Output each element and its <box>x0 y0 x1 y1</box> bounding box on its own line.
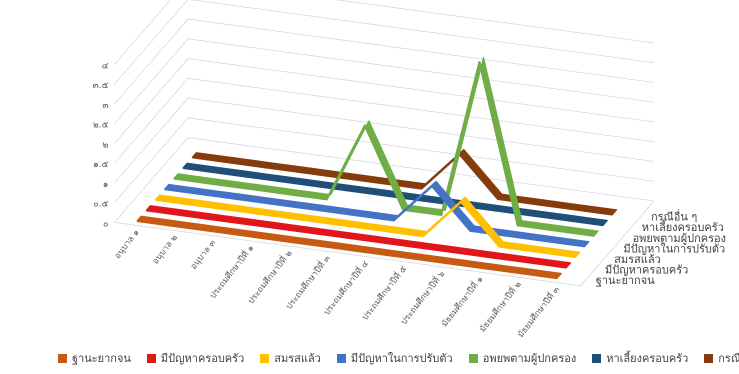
series-line <box>155 198 576 259</box>
series-axis-label: หาเลี้ยงครอบครัว <box>642 219 724 234</box>
legend-label: อพยพตามผู้ปกครอง <box>482 352 577 365</box>
gridline <box>114 137 655 223</box>
series-2 <box>145 205 572 269</box>
floor-edge <box>114 200 655 287</box>
x-tick-label: อนุบาล ๓ <box>189 238 218 272</box>
gridline <box>114 0 655 85</box>
legend-swatch <box>592 353 602 363</box>
y-tick-label: ๐ <box>103 219 109 229</box>
series-line <box>173 61 595 237</box>
x-tick-label: ประถมศึกษาปีที่ ๒ <box>245 247 295 306</box>
x-tick-label: ประถมศึกษาปีที่ ๖ <box>398 268 448 327</box>
legend-label: กรณีอื่น ๆ <box>718 352 739 365</box>
x-tick-label: อนุบาล ๑ <box>113 228 142 261</box>
series-line <box>192 153 613 216</box>
series-axis-label: กรณีอื่น ๆ <box>651 209 697 224</box>
x-tick-label: มัธยมศึกษาปีที่ ๓ <box>514 284 562 340</box>
x-tick-label: ประถมศึกษาปีที่ ๔ <box>321 257 372 317</box>
legend-item: กรณีอื่น ๆ <box>704 349 739 367</box>
series-4 <box>164 180 590 248</box>
x-tick-label: ประถมศึกษาปีที่ ๕ <box>359 263 410 323</box>
legend-item: สมรสแล้ว <box>260 349 321 367</box>
gridline <box>114 0 655 65</box>
y-tick-label: ๓ <box>102 101 108 111</box>
legend-swatch <box>58 353 67 363</box>
legend-swatch <box>468 353 478 363</box>
legend-label: มีปัญหาครอบครัว <box>160 352 245 365</box>
series-3 <box>154 194 581 259</box>
y-tick-label: ๑.๕ <box>93 160 109 170</box>
series-axis-label: มีปัญหาครอบครัว <box>605 264 688 277</box>
x-tick-label: ประถมศึกษาปีที่ ๓ <box>283 252 333 311</box>
x-tick-label: มัธยมศึกษาปีที่ ๒ <box>476 278 524 334</box>
x-tick-label: อนุบาล ๒ <box>151 233 180 267</box>
y-tick-label: ๓.๕ <box>93 81 109 91</box>
legend-item: หาเลี้ยงครอบครัว <box>592 349 688 367</box>
series-line <box>164 184 586 248</box>
series-axis-label: มีปัญหาในการปรับตัว <box>623 242 725 255</box>
legend-label: หาเลี้ยงครอบครัว <box>606 352 689 365</box>
y-tick-label: ๔ <box>102 61 109 71</box>
legend-item: มีปัญหาในการปรับตัว <box>336 349 453 367</box>
legend-item: ฐานะยากจน <box>58 349 131 367</box>
gridline <box>114 58 655 144</box>
y-tick-label: ๒ <box>103 140 109 150</box>
series-ribbons <box>136 56 618 280</box>
x-tick-label: มัธยมศึกษาปีที่ ๑ <box>438 273 485 329</box>
series-1 <box>136 215 562 280</box>
y-axis-ticks: ๐ ๐.๕ ๑ ๑.๕ ๒ ๒.๕ ๓ ๓.๕ ๔ <box>93 61 109 229</box>
legend-label: สมรสแล้ว <box>274 352 321 365</box>
series-axis-label: ฐานะยากจน <box>596 274 655 287</box>
gridline <box>114 38 655 124</box>
legend-label: มีปัญหาในการปรับตัว <box>350 352 453 365</box>
series-line <box>182 166 604 227</box>
legend-swatch <box>260 353 270 363</box>
gridlines <box>114 0 655 287</box>
y-tick-label: ๐.๕ <box>93 200 108 210</box>
x-tick-label: ประถมศึกษาปีที่ ๑ <box>207 242 257 301</box>
series-axis-label: สมรสแล้ว <box>614 253 661 266</box>
legend-swatch <box>704 353 714 363</box>
series-line <box>136 219 558 280</box>
y-tick-label: ๒.๕ <box>93 121 109 131</box>
gridline <box>114 18 655 105</box>
gridline <box>114 117 655 203</box>
legend-item: อพยพตามผู้ปกครอง <box>468 349 577 367</box>
series-5 <box>173 56 599 237</box>
y-tick-label: ๑ <box>103 180 109 190</box>
chart-legend: ฐานะยากจน มีปัญหาครอบครัว สมรสแล้ว มีปัญหาใ… <box>58 348 739 368</box>
series-axis-label: อพยพตามผู้ปกครอง <box>633 232 726 245</box>
legend-label: ฐานะยากจน <box>72 352 131 365</box>
legend-swatch <box>336 353 346 363</box>
legend-item: มีปัญหาครอบครัว <box>146 349 245 367</box>
legend-swatch <box>146 353 156 363</box>
series-line <box>146 209 567 269</box>
